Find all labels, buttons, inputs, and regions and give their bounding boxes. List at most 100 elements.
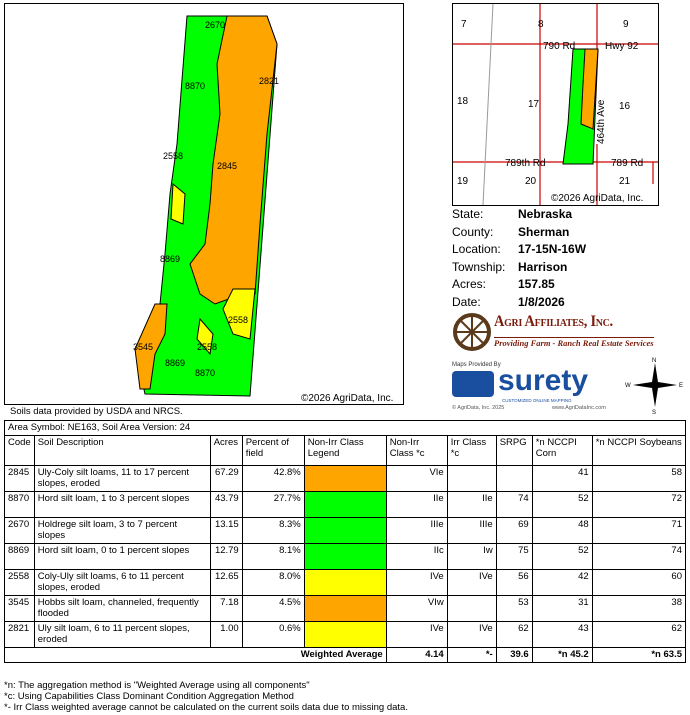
class-legend-swatch xyxy=(303,569,387,596)
cell-code: 8869 xyxy=(4,543,35,570)
cell-desc: Coly-Uly silt loams, 6 to 11 percent slo… xyxy=(33,569,211,596)
class-legend-swatch xyxy=(303,543,387,570)
col-header: Non-Irr Class *c xyxy=(385,435,448,466)
wagon-wheel-icon xyxy=(453,313,491,351)
cell-corn: 43 xyxy=(531,621,593,648)
table-row: 3545 Hobbs silt loam, channeled, frequent… xyxy=(4,595,687,622)
cell-nonirr: IIc xyxy=(385,543,448,570)
cell-code: 3545 xyxy=(4,595,35,622)
map-copyright: ©2026 AgriData, Inc. xyxy=(301,393,393,404)
col-header: Percent of field xyxy=(241,435,305,466)
weighted-average-row: Weighted Average 4.14 *- 39.6 *n 45.2 *n 63.… xyxy=(4,647,687,663)
cell-nonirr: IVe xyxy=(385,621,448,648)
map-label: 8870 xyxy=(185,81,205,91)
class-legend-swatch xyxy=(303,517,387,544)
col-header: Code xyxy=(4,435,35,466)
cell-irr xyxy=(446,465,497,492)
compass-rose-icon: N W E S xyxy=(625,355,685,416)
cell-corn: 52 xyxy=(531,491,593,518)
cell-code: 2670 xyxy=(4,517,35,544)
road-label: Hwy 92 xyxy=(605,41,639,52)
cell-acres: 12.65 xyxy=(209,569,243,596)
county-value: Sherman xyxy=(518,224,570,239)
table-row: 8869 Hord silt loam, 0 to 1 percent slope… xyxy=(4,543,687,570)
section-label: 16 xyxy=(619,101,631,112)
location-value: 17-15N-16W xyxy=(518,242,587,256)
col-header: Non-Irr Class Legend xyxy=(303,435,387,466)
cell-code: 2821 xyxy=(4,621,35,648)
cell-soy: 71 xyxy=(591,517,687,544)
soil-polygon-yellow xyxy=(222,288,256,340)
cell-acres: 67.29 xyxy=(209,465,243,492)
cell-acres: 12.79 xyxy=(209,543,243,570)
class-legend-swatch xyxy=(303,595,387,622)
cell-nonirr: VIw xyxy=(385,595,448,622)
section-label: 18 xyxy=(457,96,469,107)
cell-desc: Uly-Coly silt loams, 11 to 17 percent sl… xyxy=(33,465,211,492)
cell-irr: Iw xyxy=(446,543,497,570)
col-header: *n NCCPI Soybeans xyxy=(591,435,687,466)
cell-nonirr: IVe xyxy=(385,569,448,596)
cell-soy: 62 xyxy=(591,621,687,648)
soil-polygon-yellow xyxy=(170,182,186,225)
cell-soy: 60 xyxy=(591,569,687,596)
soil-map: 2670 8870 2821 2558 2845 8869 2558 3545 … xyxy=(4,3,404,405)
cell-srpg: 75 xyxy=(495,543,533,570)
cell-irr: IIe xyxy=(446,491,497,518)
cell-nonirr: IIIe xyxy=(385,517,448,544)
class-legend-swatch xyxy=(303,621,387,648)
section-label: 19 xyxy=(457,176,469,187)
soil-table: Area Symbol: NE163, Soil Area Version: 2… xyxy=(4,420,687,663)
agri-affiliates-logo: Agri Affiliates, Inc. Providing Farm - R… xyxy=(452,310,688,356)
cell-srpg: 56 xyxy=(495,569,533,596)
class-legend-swatch xyxy=(303,465,387,492)
cell-desc: Hord silt loam, 1 to 3 percent slopes xyxy=(33,491,211,518)
cell-soy: 38 xyxy=(591,595,687,622)
source-note: Soils data provided by USDA and NRCS. xyxy=(10,406,183,417)
cell-irr: IVe xyxy=(446,621,497,648)
table-row: 2670 Holdrege silt loam, 3 to 7 percent s… xyxy=(4,517,687,544)
map-label: 3545 xyxy=(133,342,153,352)
cell-soy: 58 xyxy=(591,465,687,492)
svg-text:S: S xyxy=(652,410,656,415)
cell-srpg: 69 xyxy=(495,517,533,544)
cell-acres: 1.00 xyxy=(209,621,243,648)
cell-code: 2845 xyxy=(4,465,35,492)
cell-corn: 48 xyxy=(531,517,593,544)
map-label: 8869 xyxy=(160,254,180,264)
map-labels: 2670 8870 2821 2558 2845 8869 2558 3545 … xyxy=(133,20,393,404)
inset-copyright: ©2026 AgriData, Inc. xyxy=(551,193,643,204)
cell-pct: 8.0% xyxy=(241,569,305,596)
road-label: 790 Rd xyxy=(543,41,575,52)
cell-srpg xyxy=(495,465,533,492)
location-inset-map: 7 8 9 18 17 16 19 20 21 790 Rd Hwy 92 46… xyxy=(452,3,659,206)
map-label: 8869 xyxy=(165,358,185,368)
map-label: 2670 xyxy=(205,20,225,30)
cell-corn: 41 xyxy=(531,465,593,492)
date-value: 1/8/2026 xyxy=(518,294,565,309)
township-value: Harrison xyxy=(518,259,568,274)
cell-acres: 13.15 xyxy=(209,517,243,544)
cell-pct: 27.7% xyxy=(241,491,305,518)
cell-pct: 8.3% xyxy=(241,517,305,544)
section-label: 9 xyxy=(623,19,629,30)
area-symbol: Area Symbol: NE163, Soil Area Version: 2… xyxy=(4,420,686,436)
svg-text:N: N xyxy=(652,358,656,364)
cell-pct: 0.6% xyxy=(241,621,305,648)
map-label: 2558 xyxy=(228,315,248,325)
cell-pct: 8.1% xyxy=(241,543,305,570)
svg-text:W: W xyxy=(625,383,631,389)
table-row: 2845 Uly-Coly silt loams, 11 to 17 percen… xyxy=(4,465,687,492)
map-label: 2821 xyxy=(259,76,279,86)
cell-nonirr: IIe xyxy=(385,491,448,518)
cell-desc: Hord silt loam, 0 to 1 percent slopes xyxy=(33,543,211,570)
cell-srpg: 74 xyxy=(495,491,533,518)
table-row: 2821 Uly silt loam, 6 to 11 percent slope… xyxy=(4,621,687,648)
cell-acres: 43.79 xyxy=(209,491,243,518)
road-label: 789th Rd xyxy=(505,158,546,169)
col-header: *n NCCPI Corn xyxy=(531,435,593,466)
cell-corn: 42 xyxy=(531,569,593,596)
surety-logo: Maps Provided By surety CUSTOMIZED ONLIN… xyxy=(452,362,606,411)
table-row: 8870 Hord silt loam, 1 to 3 percent slope… xyxy=(4,491,687,518)
cell-nonirr: VIe xyxy=(385,465,448,492)
